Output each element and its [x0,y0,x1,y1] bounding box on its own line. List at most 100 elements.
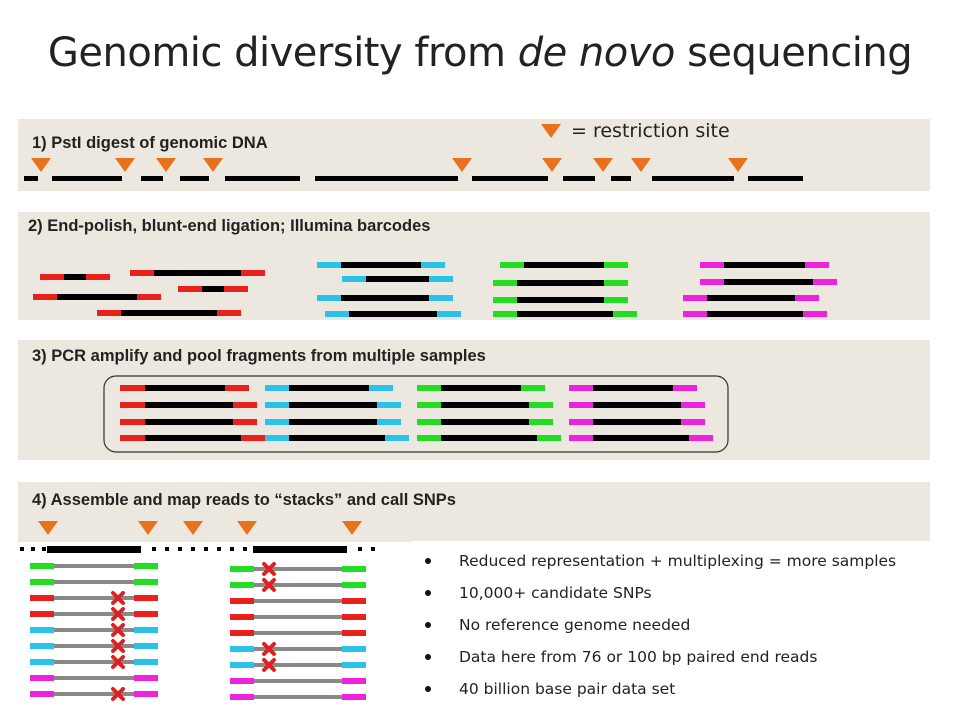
barcode-adapter [30,675,54,681]
sequence-read [54,580,134,584]
barcode-adapter [500,262,524,268]
barcode-adapter [342,566,366,572]
barcode-adapter [30,643,54,649]
restriction-site-icon [728,158,748,172]
barcode-adapter [569,385,593,391]
dna-fragment [563,176,595,181]
dna-fragment [748,176,803,181]
sequence-read [54,676,134,680]
bullet-dot-icon [425,686,431,692]
dna-fragment [121,310,217,316]
step1-label: 1) PstI digest of genomic DNA [32,134,268,152]
barcode-adapter [417,385,441,391]
restriction-site-icon [156,158,176,172]
step4-panel [18,482,930,542]
barcode-adapter [217,310,241,316]
dna-fragment [57,294,137,300]
dna-fragment [517,280,604,286]
dna-fragment [145,385,225,391]
dna-fragment [366,276,429,282]
barcode-adapter [265,419,289,425]
snp-marker-icon [262,578,276,592]
barcode-adapter [130,270,154,276]
slide-title: Genomic diversity from de novo sequencin… [0,30,960,76]
barcode-adapter [97,310,121,316]
sequence-read [254,647,342,651]
barcode-adapter [40,274,64,280]
barcode-adapter [604,262,628,268]
sequence-read [254,567,342,571]
restriction-site-icon [183,521,203,535]
barcode-adapter [521,385,545,391]
dna-fragment [724,262,805,268]
barcode-adapter [30,659,54,665]
barcode-adapter [529,402,553,408]
barcode-adapter [230,694,254,700]
dna-fragment [707,295,795,301]
dna-fragment [24,176,38,181]
barcode-adapter [230,614,254,620]
bullet-item: Reduced representation + multiplexing = … [412,545,960,577]
barcode-adapter [230,598,254,604]
barcode-adapter [317,262,341,268]
barcode-adapter [33,294,57,300]
barcode-adapter [417,402,441,408]
barcode-adapter [233,402,257,408]
barcode-adapter [230,582,254,588]
barcode-adapter [30,627,54,633]
barcode-adapter [134,579,158,585]
barcode-adapter [417,419,441,425]
dna-fragment [341,262,421,268]
bullet-text: No reference genome needed [459,616,691,634]
barcode-adapter [265,402,289,408]
sequence-read [254,631,342,635]
dna-fragment [593,402,681,408]
title-text-start: Genomic diversity from [47,30,518,76]
restriction-site-legend: = restriction site [541,119,730,143]
barcode-adapter [342,582,366,588]
bullet-item: 10,000+ candidate SNPs [412,577,960,609]
bullet-text: 10,000+ candidate SNPs [459,584,652,602]
dna-fragment [145,435,241,441]
bullet-text: Reduced representation + multiplexing = … [459,552,897,570]
restriction-site-icon [542,158,562,172]
barcode-adapter [421,262,445,268]
sequence-read [54,644,134,648]
dna-fragment [225,176,300,181]
barcode-adapter [30,563,54,569]
sequence-read [254,599,342,603]
legend-text: = restriction site [571,120,730,142]
barcode-adapter [233,419,257,425]
dna-gap-dot [217,547,221,551]
dna-fragment [141,176,163,181]
stack-locus [47,546,141,553]
barcode-adapter [681,402,705,408]
snp-marker-icon [111,655,125,669]
dna-fragment [289,385,369,391]
dna-gap-dot [152,547,156,551]
barcode-adapter [230,662,254,668]
barcode-adapter [230,646,254,652]
barcode-adapter [673,385,697,391]
dna-gap-dot [20,547,24,551]
barcode-adapter [604,280,628,286]
sequence-read [254,615,342,619]
orange-triangle-icon [541,124,561,138]
dna-fragment [289,402,377,408]
sequence-read [54,660,134,664]
dna-fragment [145,419,233,425]
snp-marker-icon [111,607,125,621]
snp-marker-icon [262,562,276,576]
bullet-dot-icon [425,654,431,660]
dna-fragment [472,176,548,181]
step2-label: 2) End-polish, blunt-end ligation; Illum… [28,217,431,235]
barcode-adapter [30,691,54,697]
barcode-adapter [241,435,265,441]
barcode-adapter [30,579,54,585]
snp-marker-icon [111,623,125,637]
sequence-read [254,583,342,587]
step4-label: 4) Assemble and map reads to “stacks” an… [32,491,456,509]
dna-gap-dot [230,547,234,551]
dna-gap-dot [243,547,247,551]
